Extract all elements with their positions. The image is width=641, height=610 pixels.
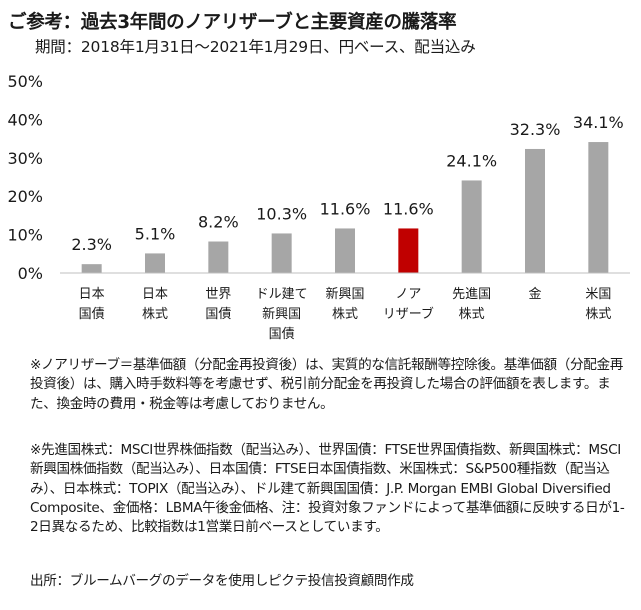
y-tick-label: 30% (7, 149, 43, 168)
x-tick-label: 金 (528, 286, 541, 302)
x-tick-label: 世界 (205, 287, 231, 302)
value-label: 10.3% (256, 204, 307, 223)
x-tick-label: 株式 (585, 307, 611, 322)
value-label: 24.1% (446, 151, 497, 170)
bar (588, 142, 609, 273)
bar (525, 148, 545, 273)
value-label: 34.1% (573, 113, 624, 132)
x-tick-label: 株式 (332, 307, 358, 322)
x-tick-label: 米国 (585, 287, 611, 302)
y-axis: 0% 10% 20% 30% 40% 50% (7, 72, 43, 283)
bar (398, 228, 419, 273)
value-label: 32.3% (510, 120, 561, 139)
x-tick-label: リザーブ (383, 306, 434, 322)
x-tick-label: ドル建て (256, 287, 308, 302)
value-label: 8.2% (198, 213, 239, 232)
bars (81, 142, 609, 273)
x-tick-label: 日本 (79, 287, 105, 302)
y-tick-label: 0% (18, 264, 43, 283)
value-label: 11.6% (383, 199, 434, 218)
bar (81, 264, 102, 273)
bar (461, 180, 482, 273)
bar (145, 253, 165, 273)
x-tick-label: 日本 (142, 287, 168, 302)
note-noa-reserve: ※ノアリザーブ＝基準価額（分配金再投資後）は、実質的な信託報酬等控除後。基準価額… (30, 357, 623, 412)
note-indices: ※先進国株式：MSCI世界株価指数（配当込み）、世界国債：FTSE世界国債指数、… (30, 442, 625, 536)
value-labels: 2.3% 5.1% 8.2% 10.3% 11.6% 11.6% 24.1% 32.3% 34.… (71, 113, 623, 254)
bar (335, 228, 355, 273)
x-tick-label: 先進国 (452, 287, 491, 302)
y-tick-label: 40% (7, 110, 43, 129)
x-tick-label: 新興国 (262, 306, 301, 322)
x-tick-label: 国債 (269, 327, 295, 342)
chart-title: ご参考：過去3年間のノアリザーブと主要資産の騰落率 (8, 12, 457, 33)
x-tick-label: 国債 (205, 307, 231, 322)
value-label: 2.3% (71, 235, 112, 254)
chart-subtitle: 期間：2018年1月31日～2021年1月29日、円ベース、配当込み (35, 38, 476, 56)
y-tick-label: 20% (7, 187, 43, 206)
bar (271, 233, 292, 273)
bar (208, 241, 229, 273)
x-tick-label: 新興国 (325, 286, 364, 302)
x-tick-label: 国債 (79, 307, 105, 322)
x-tick-label: 株式 (459, 307, 485, 322)
x-tick-label: 株式 (142, 307, 168, 322)
value-label: 11.6% (320, 199, 371, 218)
y-tick-label: 10% (7, 226, 43, 245)
y-tick-label: 50% (7, 72, 43, 91)
source-note: 出所：ブルームバーグのデータを使用しピクテ投信投資顧問作成 (30, 573, 414, 589)
value-label: 5.1% (135, 224, 176, 243)
bar-chart: 0% 10% 20% 30% 40% 50% 2.3% 5.1% 8.2% 10.3% 11.6%… (7, 72, 630, 342)
x-tick-label: ノア (395, 287, 421, 302)
